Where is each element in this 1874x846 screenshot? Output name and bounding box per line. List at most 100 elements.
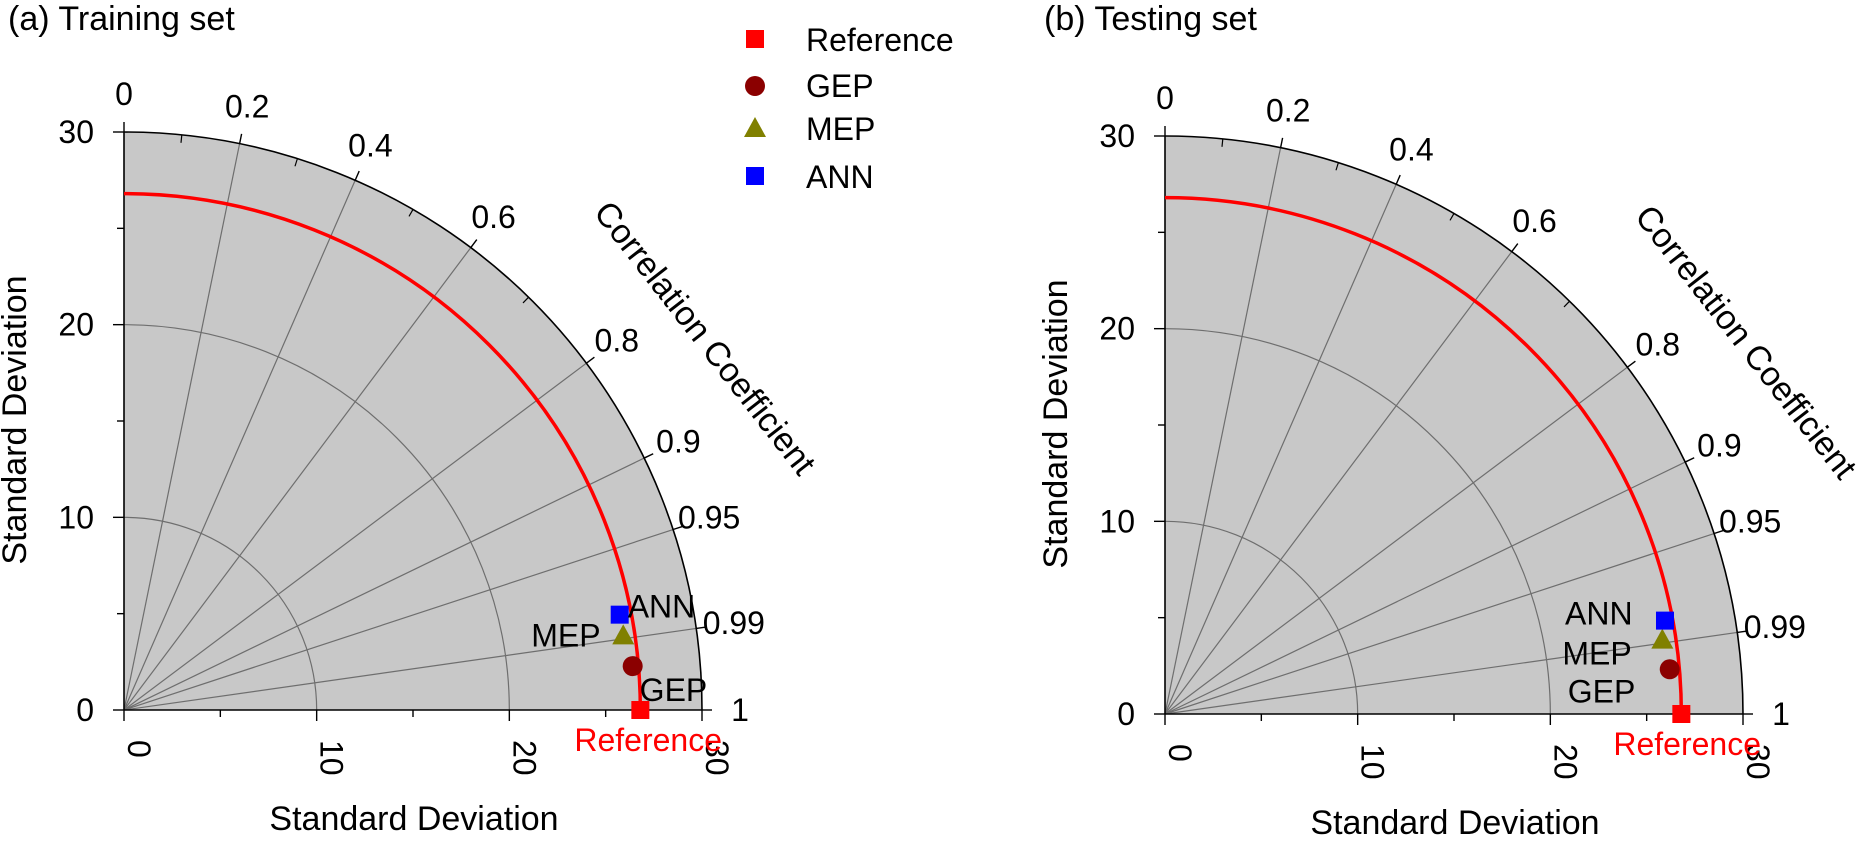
panel-title: (a) Training set — [8, 0, 235, 38]
corr-minor-tick — [1221, 138, 1224, 147]
corr-tick — [585, 356, 595, 364]
corr-tick-label: 0.9 — [1697, 427, 1741, 463]
y-tick-label: 0 — [76, 692, 94, 728]
legend-label-ann: ANN — [806, 159, 874, 195]
corr-tick — [1684, 457, 1695, 463]
x-axis-title: Standard Deviation — [269, 800, 558, 838]
point-reference — [1672, 705, 1691, 723]
y-tick-label: 10 — [58, 499, 94, 535]
legend-marker-mep — [744, 117, 766, 137]
corr-grid-ray — [123, 627, 697, 711]
outer-arc — [123, 131, 703, 711]
point-label-gep: GEP — [1568, 673, 1636, 709]
corr-grid-ray — [1164, 147, 1282, 715]
std-grid-arc — [1164, 328, 1551, 715]
corr-grid-ray — [1164, 251, 1513, 715]
y-tick-label: 30 — [1099, 118, 1135, 154]
plot-background — [124, 132, 702, 710]
corr-tick-label: 0.2 — [225, 88, 269, 124]
outer-arc — [1164, 135, 1744, 715]
point-mep — [612, 624, 635, 645]
y-axis-title: Standard Deviation — [1037, 279, 1075, 568]
corr-tick-label: 0.95 — [678, 500, 740, 536]
corr-tick-label: 0 — [115, 76, 133, 112]
point-label-reference: Reference — [574, 722, 722, 758]
x-tick-label: 20 — [1547, 744, 1583, 780]
point-gep — [1659, 659, 1680, 680]
x-tick-label: 0 — [1162, 744, 1198, 762]
corr-tick-label: 0.99 — [703, 605, 765, 641]
corr-tick-label: 0.6 — [1512, 203, 1556, 239]
corr-tick — [470, 239, 478, 249]
corr-tick-label: 0.8 — [595, 322, 639, 358]
std-grid-arc — [123, 516, 318, 711]
point-reference — [631, 701, 650, 719]
corr-minor-tick — [522, 296, 530, 304]
testing-set-panel: (b) Testing set 0 0 10 10 20 20 30 30 0 0.2 0.4 0.6… — [1037, 0, 1864, 842]
legend-label-mep: MEP — [806, 111, 875, 147]
reference-std-arc — [1164, 195, 1684, 715]
corr-tick-label: 0.99 — [1744, 609, 1806, 645]
corr-tick — [354, 170, 360, 181]
corr-tick-label: 0.6 — [471, 199, 515, 235]
point-label-reference: Reference — [1613, 726, 1761, 762]
corr-tick-label: 0.95 — [1719, 504, 1781, 540]
corr-tick — [1395, 174, 1401, 185]
point-ann — [610, 605, 629, 624]
corr-grid-ray — [123, 457, 645, 711]
point-ann — [1655, 611, 1674, 630]
panel-title: (b) Testing set — [1044, 0, 1257, 38]
training-set-panel: (a) Training set 0 0 10 10 20 20 30 30 0 0.2 0.4 0.… — [0, 0, 823, 838]
corr-grid-ray — [123, 247, 472, 711]
corr-minor-tick — [408, 209, 414, 217]
y-tick-label: 10 — [1099, 503, 1135, 539]
corr-tick — [1511, 243, 1519, 253]
legend-label-reference: Reference — [806, 22, 954, 58]
corr-tick — [672, 525, 683, 531]
x-tick-label: 0 — [121, 740, 157, 758]
point-label-ann: ANN — [628, 589, 696, 625]
corr-grid-ray — [123, 180, 356, 711]
corr-tick-label: 0.9 — [656, 423, 700, 459]
corr-tick — [696, 626, 707, 630]
point-label-gep: GEP — [640, 672, 708, 708]
x-tick-label: 10 — [314, 740, 350, 776]
corr-tick-label: 0.4 — [348, 127, 392, 163]
x-tick-label: 30 — [699, 740, 735, 776]
legend-marker-gep — [745, 76, 765, 96]
corr-tick-label: 0.2 — [1266, 92, 1310, 128]
corr-tick — [1713, 529, 1724, 535]
point-label-ann: ANN — [1565, 596, 1633, 632]
corr-tick — [1737, 630, 1748, 634]
y-tick-label: 20 — [58, 307, 94, 343]
corr-grid-ray — [123, 362, 587, 711]
x-tick-label: 10 — [1355, 744, 1391, 780]
corr-tick-label: 1 — [1772, 696, 1790, 732]
corr-tick — [1279, 137, 1284, 148]
x-tick-label: 30 — [1740, 744, 1776, 780]
reference-std-arc — [123, 191, 643, 711]
point-mep — [1651, 628, 1674, 649]
y-tick-label: 20 — [1099, 311, 1135, 347]
corr-minor-tick — [294, 158, 298, 167]
x-axis-title: Standard Deviation — [1310, 804, 1599, 842]
corr-grid-ray — [1164, 631, 1738, 715]
corr-grid-ray — [1164, 184, 1397, 715]
point-label-mep: MEP — [531, 617, 600, 653]
corr-grid-ray — [1164, 366, 1628, 715]
corr-minor-tick — [180, 134, 183, 143]
corr-tick-label: 0.4 — [1389, 131, 1433, 167]
std-grid-arc — [1164, 520, 1359, 715]
legend-marker-ann — [746, 167, 764, 185]
corr-tick — [1626, 360, 1636, 368]
corr-grid-ray — [1164, 461, 1686, 715]
legend-label-gep: GEP — [806, 68, 874, 104]
corr-tick — [643, 453, 654, 459]
std-grid-arc — [123, 324, 510, 711]
corr-minor-tick — [1449, 213, 1455, 221]
legend: Reference GEP MEP ANN — [744, 22, 954, 195]
corr-grid-ray — [123, 528, 674, 711]
